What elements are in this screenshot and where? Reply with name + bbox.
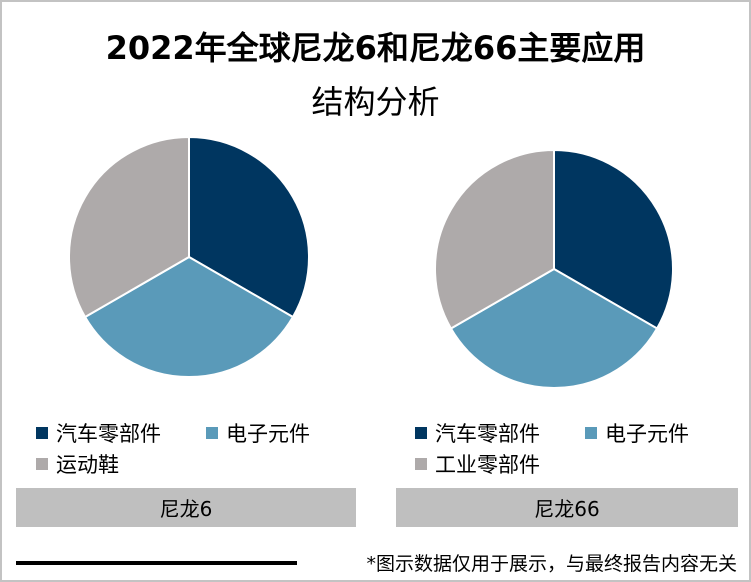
legend-swatch-icon: [36, 427, 48, 439]
legend-label: 汽车零部件: [56, 422, 161, 446]
chart-label-text: 尼龙6: [159, 497, 213, 521]
legend-swatch-icon: [36, 458, 48, 470]
legend-label: 工业零部件: [435, 453, 540, 477]
legend-item-sports-shoes: 运动鞋: [36, 449, 119, 479]
legend-label: 运动鞋: [56, 453, 119, 477]
legend-item-auto-parts: 汽车零部件: [415, 418, 540, 448]
chart-label-text: 尼龙66: [534, 497, 600, 521]
chart-title-line-1: 2022年全球尼龙6和尼龙66主要应用: [105, 29, 646, 67]
pie-slice: [83, 255, 295, 377]
legend-item-industrial-parts: 工业零部件: [415, 449, 540, 479]
footnote: *图示数据仅用于展示，与最终报告内容无关: [366, 553, 737, 575]
footer-rule: [16, 561, 297, 565]
legend-swatch-icon: [585, 427, 597, 439]
legend-label: 电子元件: [226, 422, 310, 446]
pie-slice: [553, 150, 673, 330]
legend-swatch-icon: [415, 427, 427, 439]
chart-title-line-2: 结构分析: [311, 83, 440, 121]
pie-chart-nylon6: [69, 137, 309, 377]
legend-swatch-icon: [415, 458, 427, 470]
pie-slice: [69, 137, 190, 319]
pie-slice: [449, 267, 659, 388]
legend-label: 汽车零部件: [435, 422, 540, 446]
legend-label: 电子元件: [605, 422, 689, 446]
legend-item-auto-parts: 汽车零部件: [36, 418, 161, 448]
pie-slice: [188, 137, 309, 319]
legend-swatch-icon: [206, 427, 218, 439]
pie-slice: [435, 150, 555, 330]
legend-item-electronics: 电子元件: [585, 418, 689, 448]
pie-chart-nylon66: [435, 150, 673, 388]
chart-label-nylon66: 尼龙66: [396, 488, 738, 527]
legend-item-electronics: 电子元件: [206, 418, 310, 448]
chart-label-nylon6: 尼龙6: [16, 488, 356, 527]
